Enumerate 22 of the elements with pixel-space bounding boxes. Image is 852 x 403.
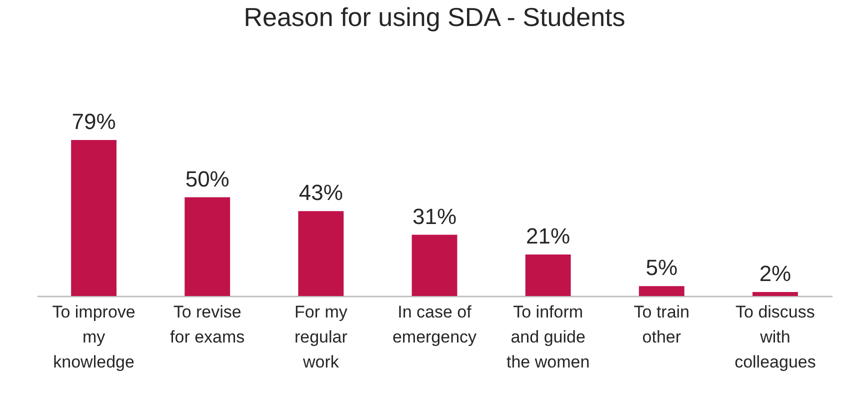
x-tick-label: To revise for exams [170,302,245,346]
x-tick-label: To improve my knowledge [52,302,136,372]
bar [638,286,684,296]
data-label: 50% [185,166,230,192]
data-label: 79% [72,109,116,134]
bar [71,140,116,296]
x-tick-label: For my regular work [294,302,348,372]
data-label: 2% [759,261,792,286]
bar [525,254,571,296]
bar [298,211,344,296]
bar [752,292,798,296]
x-tick-label: To train other [634,302,690,346]
x-tick-label: In case of emergency [392,302,478,346]
x-tick-label: To inform and guide the women [506,302,590,372]
chart-title: Reason for using SDA - Students [244,2,626,32]
x-tick-label: To discuss with colleagues [734,302,816,372]
bar [184,197,230,296]
data-label: 5% [646,255,678,280]
data-label: 31% [412,204,457,229]
bar [412,234,458,296]
data-label: 21% [526,224,570,249]
data-label: 43% [298,180,343,206]
